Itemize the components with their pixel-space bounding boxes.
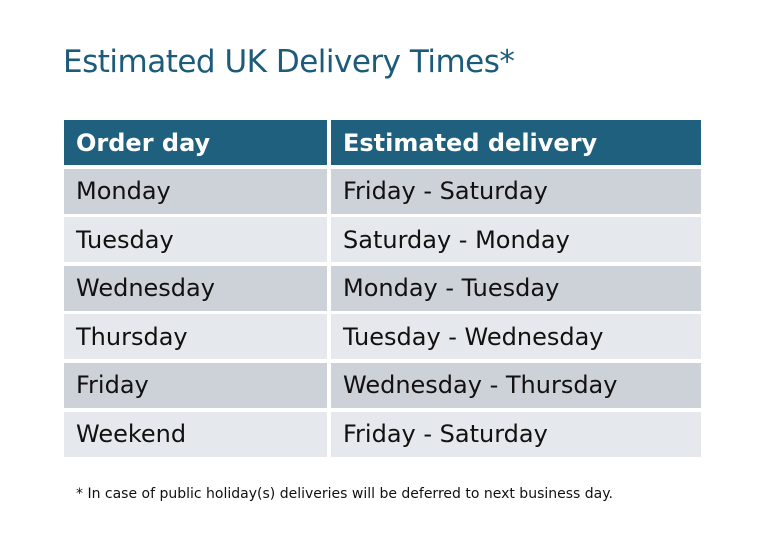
cell-order-day: Wednesday bbox=[64, 265, 327, 311]
cell-delivery: Monday - Tuesday bbox=[331, 265, 701, 311]
page-title: Estimated UK Delivery Times* bbox=[63, 44, 515, 80]
cell-order-day: Friday bbox=[64, 362, 327, 408]
header-estimated-delivery: Estimated delivery bbox=[331, 120, 701, 165]
cell-delivery: Saturday - Monday bbox=[331, 217, 701, 263]
cell-delivery: Wednesday - Thursday bbox=[331, 362, 701, 408]
delivery-table: Order day Estimated delivery Monday Frid… bbox=[64, 120, 701, 457]
cell-order-day: Tuesday bbox=[64, 217, 327, 263]
cell-order-day: Monday bbox=[64, 168, 327, 214]
footnote: * In case of public holiday(s) deliverie… bbox=[76, 486, 613, 502]
cell-delivery: Friday - Saturday bbox=[331, 168, 701, 214]
cell-order-day: Thursday bbox=[64, 314, 327, 360]
cell-order-day: Weekend bbox=[64, 411, 327, 457]
cell-delivery: Tuesday - Wednesday bbox=[331, 314, 701, 360]
cell-delivery: Friday - Saturday bbox=[331, 411, 701, 457]
header-order-day: Order day bbox=[64, 120, 327, 165]
